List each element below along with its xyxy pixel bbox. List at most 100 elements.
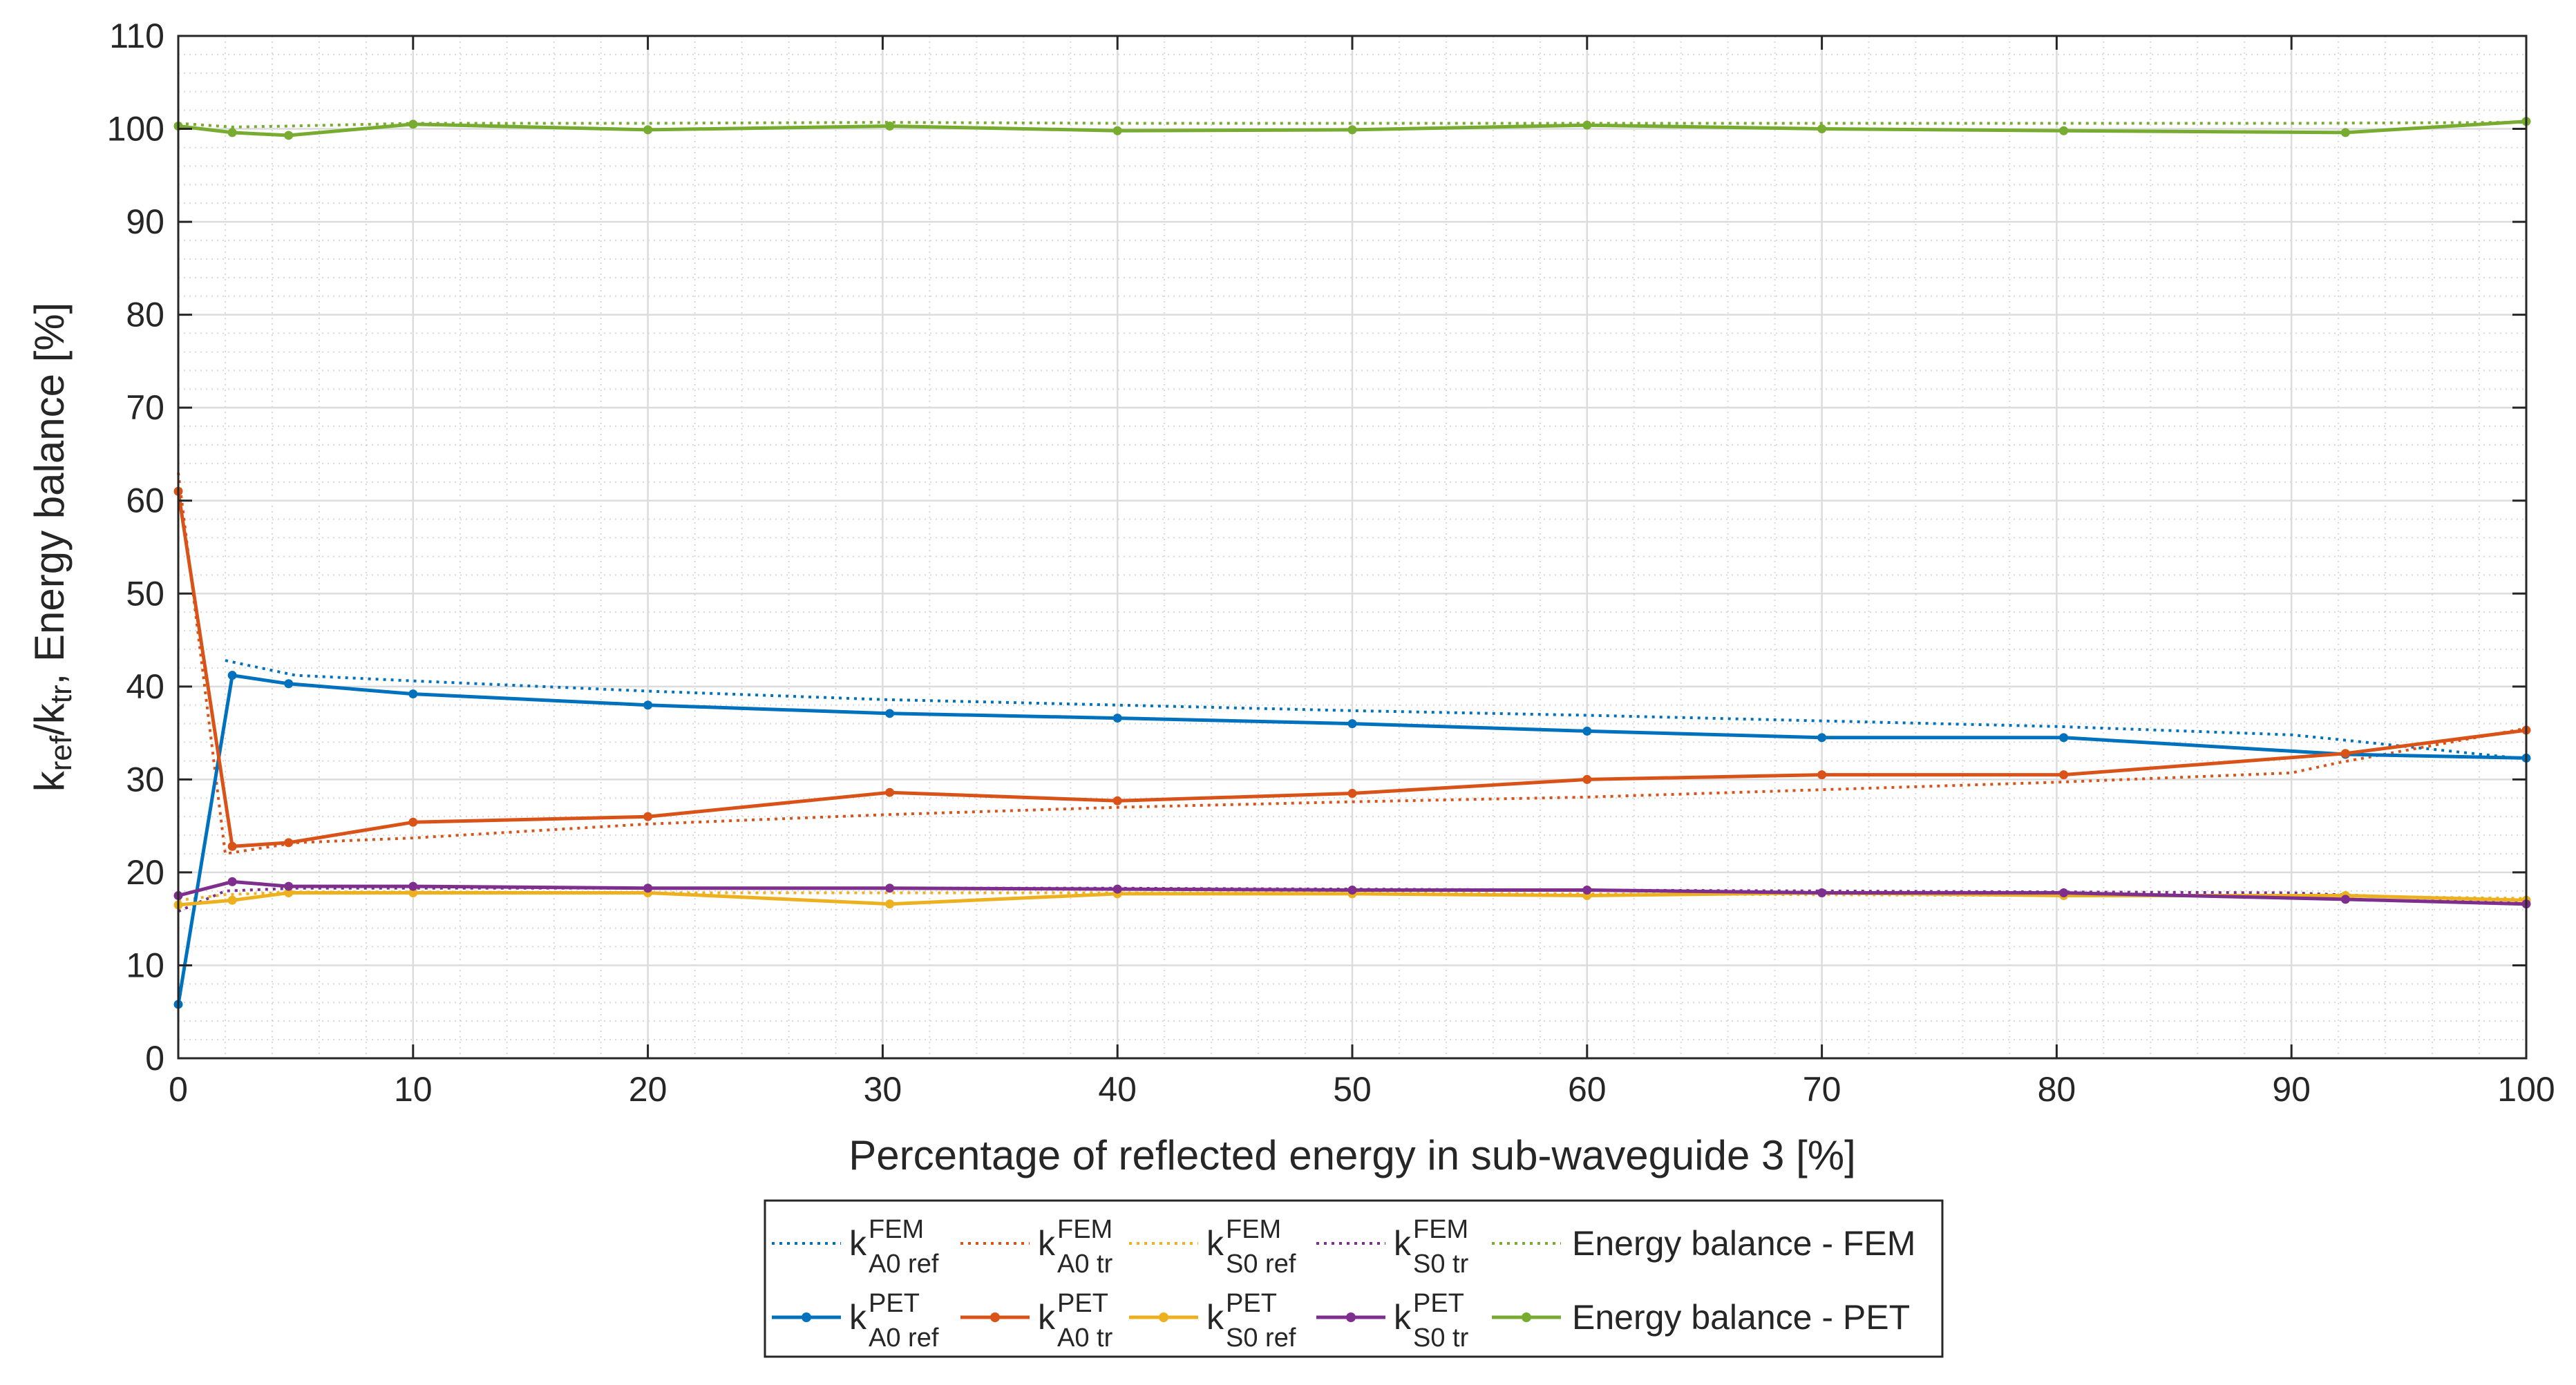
legend-label-kS0tr_PET: k	[1394, 1298, 1412, 1337]
axis-ticks: 0 10 20 30 40 50 60 70 80 90 100 0 10 20 30 40 50 60 70 80 9…	[107, 17, 2555, 1109]
data-point-kA0tr_PET	[408, 817, 418, 827]
data-point-EB_PET	[885, 122, 895, 131]
data-point-EB_PET	[1817, 124, 1827, 134]
legend-marker-EB_PET	[1522, 1312, 1531, 1322]
data-point-kS0tr_PET	[885, 883, 895, 893]
y-tick-label: 10	[126, 946, 164, 984]
x-axis-label: Percentage of reflected energy in sub-wa…	[849, 1132, 1856, 1178]
y-axis-label-sub-ref: ref	[44, 735, 78, 771]
y-axis-label-k1: k	[26, 770, 73, 792]
data-point-kA0tr_PET	[284, 838, 294, 848]
data-point-kS0tr_PET	[1582, 885, 1592, 895]
legend-label-sup-kS0ref_PET: PET	[1226, 1289, 1277, 1318]
legend-label-EB_PET: Energy balance - PET	[1572, 1298, 1910, 1337]
y-tick-label: 110	[109, 17, 164, 55]
data-point-kS0tr_PET	[284, 881, 294, 891]
legend-label-sub-kA0ref_FEM: A0 ref	[869, 1250, 939, 1279]
legend-label-sup-kS0tr_PET: PET	[1413, 1289, 1464, 1318]
legend-label-kA0ref_PET: k	[849, 1298, 867, 1337]
legend-label-sub-kS0ref_FEM: S0 ref	[1226, 1250, 1296, 1279]
x-tick-label: 40	[1098, 1070, 1137, 1109]
data-point-EB_PET	[284, 131, 294, 140]
data-point-EB_PET	[408, 120, 418, 129]
y-tick-label: 30	[126, 760, 164, 799]
legend-label-sub-kA0tr_FEM: A0 tr	[1057, 1250, 1113, 1279]
legend-label-sup-kA0tr_PET: PET	[1057, 1289, 1108, 1318]
data-point-kS0tr_PET	[2059, 888, 2069, 898]
data-point-kS0tr_PET	[1817, 888, 1827, 898]
y-tick-label: 50	[126, 574, 164, 613]
legend-marker-kA0ref_PET	[802, 1312, 811, 1322]
legend-label-kA0tr_PET: k	[1038, 1298, 1056, 1337]
legend-label-sub-kA0tr_PET: A0 tr	[1057, 1324, 1113, 1353]
legend-box	[764, 1199, 1944, 1358]
data-point-kA0ref_PET	[1817, 733, 1827, 743]
legend-marker-kA0tr_PET	[990, 1312, 1000, 1322]
data-point-EB_PET	[1347, 125, 1357, 135]
legend-label-sup-kA0ref_PET: PET	[869, 1289, 920, 1318]
legend-label-sub-kS0tr_PET: S0 tr	[1413, 1324, 1469, 1353]
data-point-kA0ref_PET	[2059, 733, 2069, 743]
data-point-kA0ref_PET	[1582, 726, 1592, 736]
y-tick-label: 0	[145, 1039, 164, 1078]
data-point-kA0ref_PET	[408, 689, 418, 699]
data-point-kA0tr_PET	[1112, 796, 1122, 805]
y-tick-label: 60	[126, 481, 164, 520]
data-point-EB_PET	[1112, 126, 1122, 135]
data-point-EB_PET	[227, 128, 237, 137]
x-tick-label: 10	[394, 1070, 433, 1109]
y-axis-label: kref/ktr, Energy balance [%]	[26, 303, 78, 792]
y-axis-label-slash: /k	[26, 703, 73, 736]
x-tick-label: 70	[1803, 1070, 1841, 1109]
legend-label-sup-kA0ref_FEM: FEM	[869, 1215, 924, 1244]
y-tick-label: 40	[126, 667, 164, 706]
legend-label-sub-kS0tr_FEM: S0 tr	[1413, 1250, 1469, 1279]
legend-label-kS0ref_PET: k	[1206, 1298, 1224, 1337]
x-tick-label: 60	[1568, 1070, 1607, 1109]
legend-label-EB_FEM: Energy balance - FEM	[1572, 1224, 1915, 1263]
data-point-EB_PET	[1582, 120, 1592, 130]
y-tick-label: 20	[126, 853, 164, 892]
data-point-kS0tr_PET	[227, 877, 237, 886]
data-point-kA0tr_PET	[1582, 774, 1592, 784]
legend-marker-kS0ref_PET	[1159, 1312, 1168, 1322]
data-point-kA0ref_PET	[227, 671, 237, 680]
y-axis-label-sub-tr: tr	[44, 685, 78, 703]
legend-label-kA0tr_FEM: k	[1038, 1224, 1056, 1263]
data-point-kA0tr_PET	[643, 812, 653, 821]
data-point-kS0tr_PET	[1112, 884, 1122, 894]
data-point-EB_PET	[643, 125, 653, 135]
series-layer	[173, 117, 2531, 1009]
y-tick-label: 100	[107, 110, 164, 149]
data-point-kA0ref_PET	[1347, 719, 1357, 729]
series-line-kA0ref_FEM	[225, 659, 2527, 761]
x-tick-label: 30	[864, 1070, 902, 1109]
data-point-kA0tr_PET	[1817, 770, 1827, 780]
legend-label-kS0tr_FEM: k	[1394, 1224, 1412, 1263]
data-point-kA0tr_PET	[2059, 770, 2069, 780]
legend-label-sup-kS0ref_FEM: FEM	[1226, 1215, 1281, 1244]
data-point-kS0tr_PET	[643, 883, 653, 893]
data-point-kA0ref_PET	[284, 679, 294, 689]
data-point-kS0tr_PET	[408, 881, 418, 891]
x-tick-label: 100	[2497, 1070, 2555, 1109]
y-tick-label: 80	[126, 296, 164, 334]
data-point-EB_PET	[2059, 126, 2069, 135]
data-point-kS0ref_PET	[408, 888, 418, 898]
data-point-kS0tr_PET	[2340, 895, 2350, 904]
data-point-kA0ref_PET	[1112, 714, 1122, 723]
data-point-kA0tr_PET	[2340, 749, 2350, 758]
data-point-kA0ref_PET	[885, 709, 895, 718]
data-point-kA0tr_PET	[1347, 789, 1357, 799]
legend-label-sub-kS0ref_PET: S0 ref	[1226, 1324, 1296, 1353]
legend-label-sub-kA0ref_PET: A0 ref	[869, 1324, 939, 1353]
data-point-kS0ref_PET	[885, 899, 895, 909]
x-tick-label: 90	[2272, 1070, 2311, 1109]
legend-label-kS0ref_FEM: k	[1206, 1224, 1224, 1263]
legend-label-sup-kS0tr_FEM: FEM	[1413, 1215, 1468, 1244]
data-point-kS0tr_PET	[1347, 885, 1357, 895]
legend-label-sup-kA0tr_FEM: FEM	[1057, 1215, 1112, 1244]
data-point-kA0tr_PET	[227, 841, 237, 851]
